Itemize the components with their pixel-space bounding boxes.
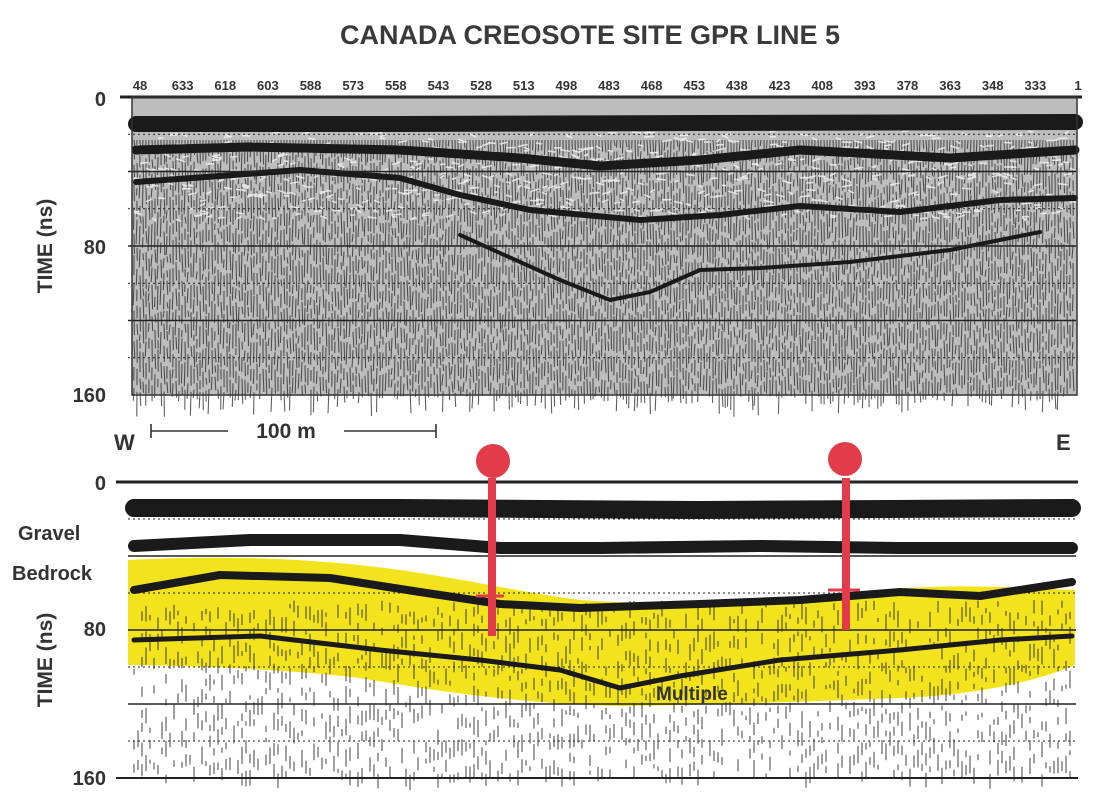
borehole-1 [476,444,510,636]
top-x-tick-8: 528 [470,78,492,93]
top-y-axis-label: TIME (ns) [34,199,57,294]
top-reflector-surface [128,114,1083,132]
top-x-tick-12: 468 [641,78,663,93]
borehole-2 [828,442,862,630]
top-y-tick-0: 0 [95,89,106,111]
top-x-tick-10: 498 [556,78,578,93]
chart-title: CANADA CREOSOTE SITE GPR LINE 5 [340,20,840,50]
top-x-tick-22: 1 [1074,78,1081,93]
top-x-tick-18: 378 [897,78,919,93]
top-x-tick-20: 348 [982,78,1004,93]
top-x-tick-14: 438 [726,78,748,93]
top-x-tick-16: 408 [811,78,833,93]
top-x-tick-17: 393 [854,78,876,93]
borehole-1-marker [476,444,510,478]
bottom-y-tick-80: 80 [84,619,106,641]
top-x-tick-6: 558 [385,78,407,93]
top-x-tick-labels: 48 633 618 603 588 573 558 543 528 513 498 483 468 45… [133,78,1082,93]
bottom-y-tick-0: 0 [95,473,106,495]
west-label: W [114,430,135,455]
gravel-label: Gravel [18,523,80,545]
top-x-tick-15: 423 [769,78,791,93]
top-x-tick-1: 633 [172,78,194,93]
borehole-2-marker [828,442,862,476]
scale-bar-label: 100 m [256,420,316,443]
bedrock-label: Bedrock [12,563,93,585]
top-reflector-4 [458,230,1042,302]
top-y-tick-80: 80 [84,237,106,259]
top-x-tick-7: 543 [428,78,450,93]
bottom-reflectors [125,499,1081,691]
top-y-tick-160: 160 [73,385,106,407]
top-x-tick-11: 483 [598,78,620,93]
multiple-label: Multiple [656,684,728,705]
top-gridlines [128,133,1076,359]
bottom-reflector-surface [125,499,1081,519]
bottom-reflector-gravel [128,534,1078,554]
bottom-gridlines [128,518,1076,742]
top-x-tick-9: 513 [513,78,535,93]
top-x-tick-0: 48 [133,78,147,93]
top-x-tick-21: 333 [1025,78,1047,93]
top-x-tick-3: 603 [257,78,279,93]
top-x-tick-2: 618 [214,78,236,93]
bottom-y-tick-160: 160 [73,768,106,790]
east-label: E [1056,430,1071,455]
bottom-y-axis-label: TIME (ns) [34,613,57,708]
bottom-radargram [116,480,1081,791]
top-x-tick-19: 363 [939,78,961,93]
top-reflector-2 [131,142,1080,171]
top-panel-frame [131,96,1078,396]
bottom-reflector-bedrock [130,571,1076,612]
top-x-tick-5: 573 [342,78,364,93]
top-radargram [120,95,1083,417]
top-x-tick-13: 453 [683,78,705,93]
bottom-reflector-deep [131,633,1075,691]
top-x-tick-4: 588 [300,78,322,93]
